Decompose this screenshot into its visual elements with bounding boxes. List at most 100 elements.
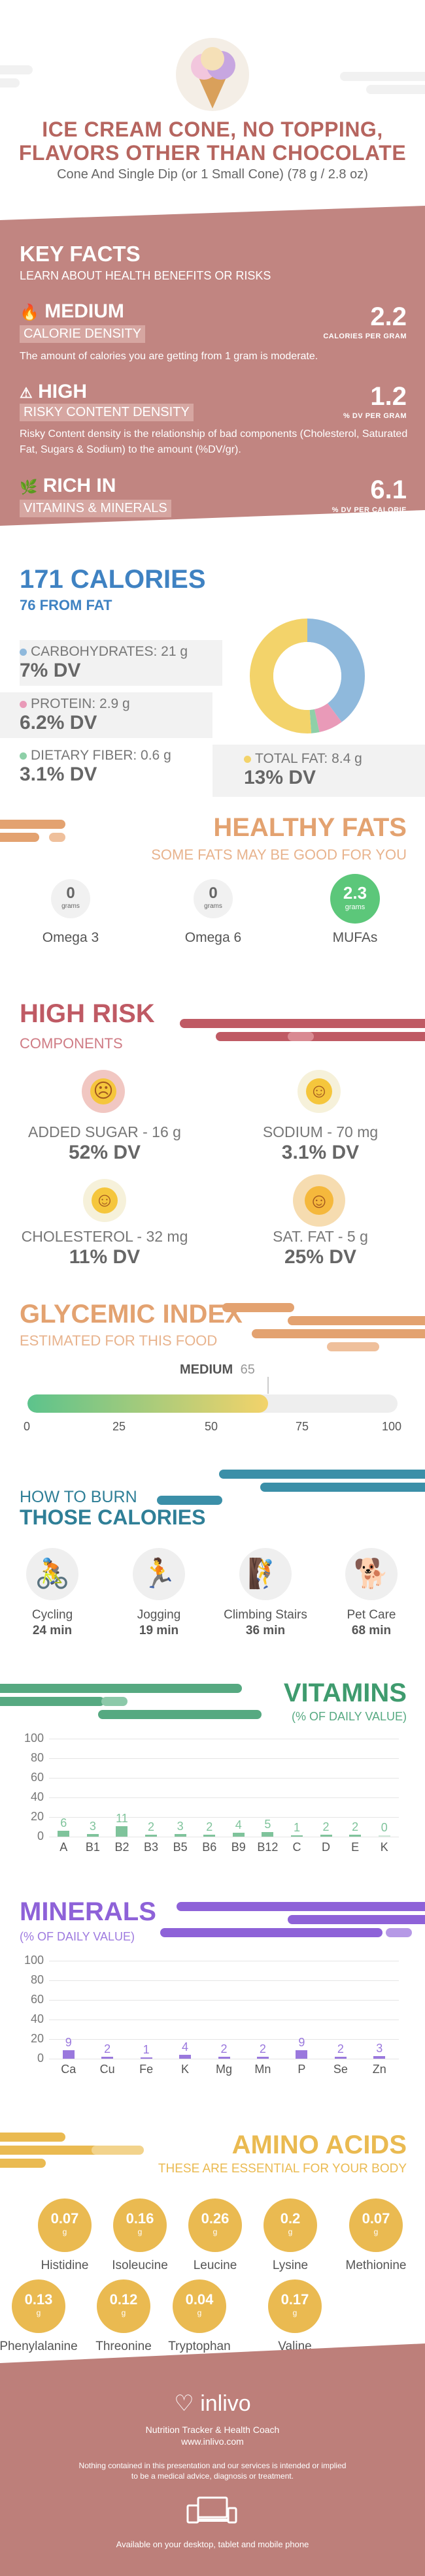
- omega6-badge: 0 grams: [194, 879, 233, 918]
- glycemic-marker: [267, 1377, 269, 1394]
- food-title-line2: FLAVORS OTHER THAN CHOCOLATE: [18, 141, 407, 165]
- healthy-fats-decor: [0, 820, 425, 846]
- vitamins-density-unit: % DV PER CALORIE: [332, 506, 407, 514]
- amino-value: 0.12: [109, 2291, 138, 2308]
- glycemic-tick-100: 100: [382, 1420, 402, 1433]
- vitamins-ytick: 100: [24, 1731, 44, 1745]
- happy-face-icon: ☺: [293, 1174, 345, 1227]
- footer-disclaimer-2: to be a medical advice, diagnosis or tre…: [131, 2471, 294, 2481]
- amino-unit: g: [373, 2227, 379, 2236]
- minerals-bar-zn: [373, 2055, 386, 2059]
- vitamins-bar-value: 2: [206, 1820, 213, 1833]
- minerals-xtick: Fe: [139, 2063, 154, 2076]
- amino-badge-lysine: 0.2 g: [264, 2198, 317, 2252]
- glycemic-tick-50: 50: [205, 1420, 218, 1433]
- happy-face-icon: ☺: [298, 1070, 341, 1113]
- vitamins-bar-value: 4: [235, 1818, 242, 1831]
- risky-density-value: 1.2: [370, 382, 407, 411]
- amino-unit: g: [121, 2308, 126, 2317]
- vitamins-xtick: B9: [231, 1841, 246, 1854]
- burn-title-2: THOSE CALORIES: [20, 1505, 206, 1529]
- amino-badge-methionine: 0.07 g: [349, 2198, 403, 2252]
- fiber-dv: 3.1% DV: [20, 764, 97, 785]
- minerals-gridline: [49, 2039, 399, 2040]
- sat-fat-label: SAT. FAT - 5 g: [273, 1228, 368, 1245]
- key-facts-section: KEY FACTS LEARN ABOUT HEALTH BENEFITS OR…: [0, 206, 425, 500]
- vitamins-bar-e: [349, 1835, 362, 1837]
- calorie-density-tag: CALORIE DENSITY: [20, 325, 146, 343]
- fiber-dot: [20, 752, 27, 760]
- minerals-bar-value: 2: [259, 2042, 266, 2055]
- minerals-ytick: 20: [30, 2032, 44, 2045]
- vitamins-gridline: [49, 1817, 399, 1818]
- burn-decor: [0, 1470, 425, 1509]
- amino-name: Lysine: [272, 2259, 309, 2272]
- vitamins-title: VITAMINS: [283, 1679, 407, 1707]
- amino-name: Histidine: [41, 2259, 89, 2272]
- minerals-title: MINERALS: [20, 1897, 156, 1926]
- pet-care-icon: 🐕: [345, 1548, 398, 1600]
- minerals-bar-se: [334, 2057, 347, 2059]
- pet-care-label: Pet Care: [347, 1608, 396, 1622]
- devices-icon: [186, 2495, 239, 2528]
- stairs-icon: 🧗: [239, 1548, 292, 1600]
- sad-face-icon: ☹: [82, 1070, 125, 1113]
- amino-badge-threonine: 0.12 g: [97, 2279, 150, 2333]
- vitamins-ytick: 60: [30, 1771, 44, 1784]
- calories-title: 171 CALORIES: [20, 565, 206, 594]
- glycemic-tick-25: 25: [112, 1420, 126, 1433]
- amino-badge-isoleucine: 0.16 g: [113, 2198, 167, 2252]
- vitamins-bar-value: 3: [177, 1819, 184, 1833]
- amino-unit: g: [212, 2227, 218, 2236]
- healthy-fats-title: HEALTHY FATS: [213, 813, 407, 842]
- serving-size: Cone And Single Dip (or 1 Small Cone) (7…: [57, 167, 368, 182]
- amino-unit: g: [36, 2308, 41, 2317]
- vitamins-density-tag: VITAMINS & MINERALS: [20, 500, 171, 517]
- vitamins-xtick: B6: [202, 1841, 217, 1854]
- minerals-xtick: P: [298, 2063, 306, 2076]
- minerals-bar-value: 2: [337, 2042, 344, 2055]
- minerals-decor: [0, 1902, 425, 1937]
- key-facts-subtitle: LEARN ABOUT HEALTH BENEFITS OR RISKS: [20, 269, 271, 282]
- amino-unit: g: [197, 2308, 202, 2317]
- pet-care-time: 68 min: [351, 1624, 392, 1637]
- footer-url[interactable]: www.inlivo.com: [181, 2436, 244, 2447]
- amino-name: Threonine: [95, 2340, 152, 2353]
- vitamins-xtick: B3: [144, 1841, 159, 1854]
- vitamins-density-value: 6.1: [370, 475, 407, 504]
- amino-unit: g: [137, 2227, 143, 2236]
- glycemic-tick-75: 75: [296, 1420, 309, 1433]
- vitamins-xtick: A: [60, 1841, 68, 1854]
- minerals-bar-mn: [256, 2057, 269, 2059]
- amino-value: 0.07: [362, 2210, 390, 2227]
- risky-density-desc: Risky Content density is the relationshi…: [20, 428, 408, 455]
- high-risk-decor: [0, 1019, 425, 1052]
- vitamins-decor: [0, 1684, 425, 1719]
- cycling-icon: 🚴: [26, 1548, 78, 1600]
- calorie-density-level: 🔥 MEDIUM: [20, 300, 124, 322]
- omega6-label: Omega 6: [184, 930, 242, 945]
- vitamins-bar-value: 2: [148, 1820, 155, 1833]
- vitamins-gridline: [49, 1797, 399, 1798]
- minerals-subtitle: (% OF DAILY VALUE): [20, 1930, 135, 1943]
- minerals-bar-fe: [140, 2057, 152, 2059]
- omega3-badge: 0 grams: [51, 879, 90, 918]
- minerals-bar-value: 9: [298, 2035, 305, 2049]
- vitamins-density-level: 🌿 RICH IN: [20, 475, 116, 496]
- amino-name: Phenylalanine: [0, 2340, 78, 2353]
- amino-badge-tryptophan: 0.04 g: [173, 2279, 226, 2333]
- from-fat: 76 FROM FAT: [20, 597, 112, 613]
- calorie-density-unit: CALORIES PER GRAM: [323, 332, 407, 340]
- food-title-line1: ICE CREAM CONE, NO TOPPING,: [42, 118, 383, 141]
- vitamins-bar-k: [378, 1835, 390, 1837]
- vitamins-ytick: 40: [30, 1790, 44, 1803]
- amino-decor: [0, 2133, 425, 2172]
- calorie-density-value: 2.2: [370, 302, 407, 331]
- high-risk-title: HIGH RISK: [20, 999, 155, 1028]
- flame-icon: 🔥: [20, 304, 39, 321]
- amino-subtitle: THESE ARE ESSENTIAL FOR YOUR BODY: [158, 2162, 407, 2176]
- vitamins-bar-b2: [116, 1826, 128, 1837]
- nutrient-fiber: DIETARY FIBER: 0.6 g 3.1% DV: [20, 748, 216, 794]
- glycemic-fill: [27, 1394, 268, 1413]
- vitamins-xtick: B1: [85, 1841, 100, 1854]
